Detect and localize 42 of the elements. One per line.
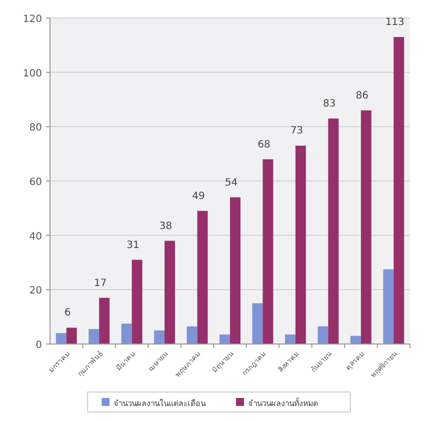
bar bbox=[252, 303, 263, 344]
bar bbox=[284, 334, 296, 344]
y-tick-label: 40 bbox=[29, 231, 42, 242]
bar bbox=[186, 326, 198, 344]
y-tick-label: 60 bbox=[29, 177, 42, 188]
y-tick-label: 100 bbox=[22, 68, 42, 80]
y-tick-label: 0 bbox=[36, 340, 42, 351]
bar bbox=[197, 210, 208, 344]
bar bbox=[66, 328, 77, 344]
bar bbox=[350, 336, 361, 344]
data-label: 38 bbox=[159, 220, 172, 232]
bar bbox=[394, 37, 404, 344]
data-label: 83 bbox=[323, 98, 336, 110]
bar bbox=[88, 329, 100, 344]
data-label: 17 bbox=[94, 278, 107, 289]
legend-label: จำนวนผลงานในแต่ละเดือน bbox=[114, 399, 207, 408]
bar bbox=[295, 146, 306, 344]
bar bbox=[56, 333, 66, 344]
y-tick-label: 20 bbox=[29, 286, 42, 297]
bar bbox=[262, 159, 274, 344]
legend-label: จำนวนผลงานทั้งหมด bbox=[248, 397, 318, 408]
y-tick-label: 120 bbox=[22, 14, 42, 25]
bar bbox=[99, 298, 110, 344]
data-label: 54 bbox=[224, 177, 238, 188]
data-label: 6 bbox=[64, 308, 71, 319]
bar bbox=[318, 326, 328, 344]
data-label: 31 bbox=[126, 240, 140, 251]
bar bbox=[360, 110, 372, 344]
data-label: 68 bbox=[258, 139, 270, 150]
bar bbox=[121, 324, 132, 344]
bar bbox=[328, 118, 339, 344]
data-label: 113 bbox=[385, 17, 404, 28]
y-tick-label: 80 bbox=[29, 122, 42, 134]
bar bbox=[164, 240, 176, 344]
bar bbox=[220, 334, 230, 344]
data-label: 86 bbox=[356, 90, 369, 102]
bar bbox=[154, 330, 165, 344]
data-label: 49 bbox=[192, 190, 205, 202]
bar bbox=[132, 260, 142, 344]
data-label: 73 bbox=[290, 126, 304, 137]
bar bbox=[383, 269, 394, 344]
bar bbox=[230, 197, 240, 344]
